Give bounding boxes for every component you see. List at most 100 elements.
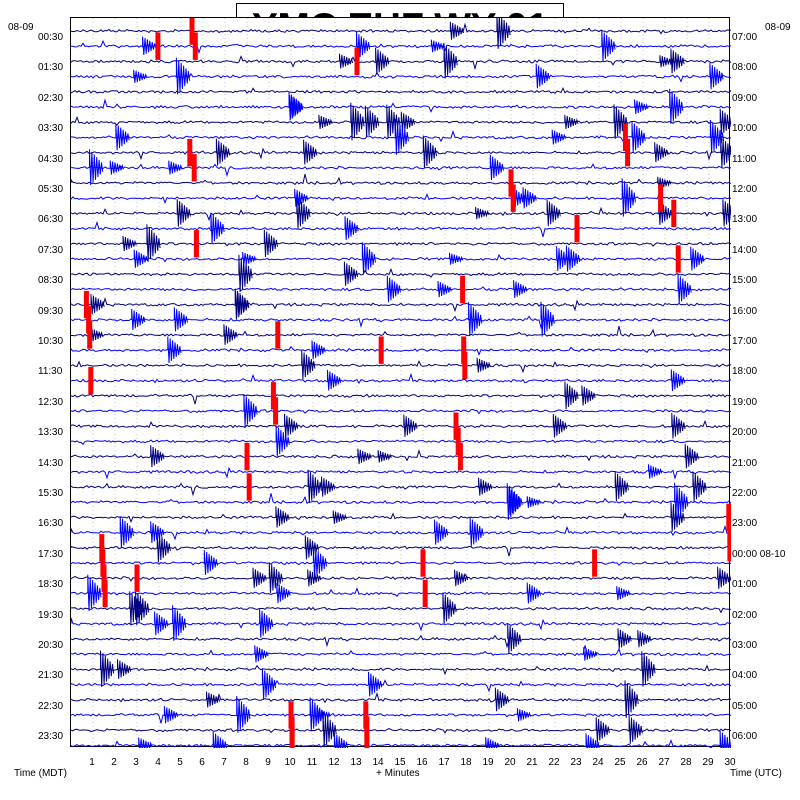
event-burst bbox=[595, 717, 610, 743]
event-burst bbox=[581, 385, 596, 406]
event-burst bbox=[129, 591, 144, 625]
left-time-label: 21:30 bbox=[38, 670, 64, 682]
event-burst bbox=[259, 608, 274, 638]
event-burst bbox=[109, 160, 124, 175]
date-label-right: 08-09 bbox=[765, 22, 791, 33]
event-burst bbox=[235, 291, 250, 318]
event-burst bbox=[506, 483, 521, 520]
event-burst bbox=[133, 249, 148, 268]
event-burst bbox=[150, 521, 165, 544]
event-burst bbox=[513, 280, 528, 299]
event-burst bbox=[156, 532, 171, 563]
event-burst bbox=[485, 737, 500, 748]
trace-line bbox=[71, 573, 731, 582]
event-burst bbox=[454, 569, 469, 587]
left-time-label: 20:30 bbox=[38, 640, 64, 651]
x-tick-label: 19 bbox=[482, 757, 494, 768]
event-burst bbox=[624, 680, 639, 718]
trace-line bbox=[71, 545, 731, 557]
date-label-left: 08-09 bbox=[8, 22, 34, 33]
trace-line bbox=[71, 524, 731, 541]
event-burst bbox=[133, 69, 148, 83]
x-tick-label: 27 bbox=[658, 757, 670, 768]
event-burst bbox=[364, 105, 380, 138]
clipped-event bbox=[574, 214, 580, 243]
event-burst bbox=[526, 496, 541, 508]
event-burst bbox=[478, 477, 493, 496]
event-burst bbox=[322, 711, 337, 748]
trace-line bbox=[71, 129, 731, 143]
right-time-label: 22:00 bbox=[732, 488, 758, 499]
event-burst bbox=[641, 651, 656, 687]
clipped-event bbox=[134, 564, 140, 592]
event-burst bbox=[350, 102, 365, 141]
clipped-event bbox=[289, 716, 295, 744]
event-burst bbox=[669, 88, 684, 124]
clipped-event bbox=[187, 138, 193, 167]
x-tick-label: 29 bbox=[702, 757, 714, 768]
right-time-label: 07:00 bbox=[732, 32, 758, 43]
right-time-label: 03:00 bbox=[732, 640, 758, 651]
trace-line bbox=[71, 449, 731, 462]
event-burst bbox=[115, 123, 130, 151]
clipped-event bbox=[453, 412, 459, 440]
clipped-event bbox=[457, 442, 463, 471]
trace-line bbox=[71, 605, 731, 614]
right-time-label: 20:00 bbox=[732, 427, 758, 439]
trace-line bbox=[71, 728, 731, 734]
trace-line bbox=[71, 360, 731, 374]
event-burst bbox=[489, 154, 504, 181]
event-burst bbox=[343, 261, 359, 286]
event-burst bbox=[692, 471, 707, 502]
plot-area bbox=[70, 17, 731, 748]
right-time-label: 17:00 bbox=[732, 336, 758, 347]
clipped-event bbox=[189, 18, 195, 45]
left-time-label: 19:30 bbox=[38, 609, 64, 621]
left-time-label: 06:30 bbox=[38, 214, 64, 226]
event-burst bbox=[375, 47, 390, 75]
right-time-label: 05:00 bbox=[732, 700, 758, 712]
x-tick-label: 1 bbox=[89, 757, 95, 768]
trace-line bbox=[71, 512, 731, 524]
event-burst bbox=[670, 502, 685, 532]
clipped-event bbox=[658, 184, 664, 212]
left-time-label: 00:30 bbox=[38, 32, 64, 43]
event-burst bbox=[304, 535, 319, 560]
x-tick-label: 8 bbox=[243, 757, 249, 768]
event-burst bbox=[344, 216, 359, 241]
event-burst bbox=[722, 199, 731, 227]
clipped-event bbox=[88, 366, 94, 395]
clipped-event bbox=[246, 473, 252, 501]
clipped-event bbox=[727, 534, 731, 562]
x-tick-label: 23 bbox=[570, 757, 582, 768]
event-burst bbox=[648, 464, 663, 479]
x-tick-label: 12 bbox=[328, 757, 340, 768]
event-burst bbox=[516, 708, 532, 722]
x-tick-label: 4 bbox=[155, 757, 161, 768]
event-burst bbox=[507, 623, 522, 654]
event-burst bbox=[386, 275, 401, 303]
trace-line bbox=[71, 634, 731, 649]
event-burst bbox=[321, 476, 336, 497]
x-tick-label: 13 bbox=[350, 757, 362, 768]
event-burst bbox=[442, 592, 457, 624]
trace-line bbox=[71, 393, 731, 405]
clipped-event bbox=[99, 534, 105, 562]
trace-line bbox=[71, 55, 731, 71]
event-burst bbox=[670, 369, 685, 392]
right-time-label: 09:00 bbox=[732, 92, 758, 104]
event-burst bbox=[263, 229, 278, 258]
event-burst bbox=[634, 99, 649, 114]
trace-line bbox=[71, 419, 731, 429]
trace-line bbox=[71, 253, 731, 263]
event-burst bbox=[318, 114, 333, 130]
x-tick-label: 26 bbox=[636, 757, 648, 768]
clipped-event bbox=[193, 230, 199, 258]
x-tick-label: 30 bbox=[724, 757, 736, 768]
event-burst bbox=[616, 586, 631, 601]
right-time-label: 04:00 bbox=[732, 670, 758, 682]
event-burst bbox=[437, 280, 452, 298]
event-burst bbox=[449, 21, 464, 40]
right-time-label: 16:00 bbox=[732, 305, 758, 317]
trace-line bbox=[71, 267, 731, 278]
